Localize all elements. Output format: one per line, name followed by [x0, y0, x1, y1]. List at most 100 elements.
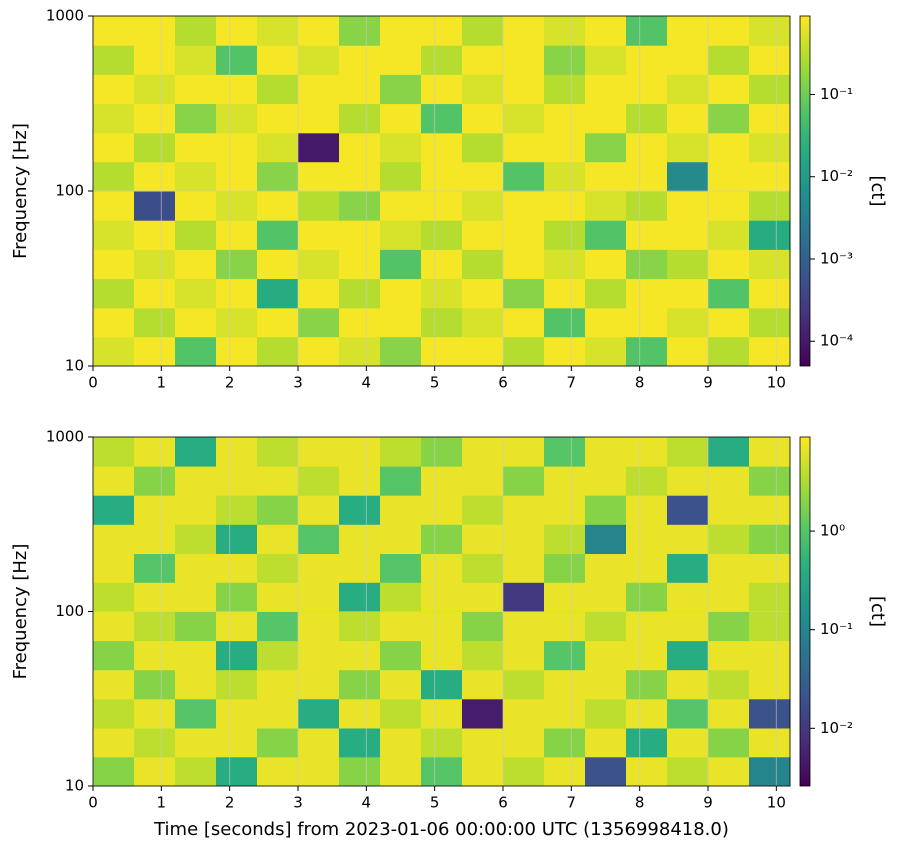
heatmap-cell [134, 161, 176, 192]
heatmap-cell [257, 307, 299, 338]
heatmap-cell [380, 16, 422, 46]
heatmap-cell [462, 756, 504, 787]
heatmap-cell [708, 553, 750, 583]
heatmap-cell [544, 45, 586, 75]
heatmap-cell [667, 161, 709, 192]
colorbar-tick-label: 10⁻¹ [820, 85, 853, 103]
x-tick-label: 8 [635, 794, 645, 812]
heatmap-cell [216, 437, 258, 467]
heatmap-cell [667, 466, 709, 496]
heatmap-cell [503, 524, 545, 554]
heatmap-cell [585, 191, 627, 221]
heatmap-cell [462, 669, 504, 700]
heatmap-cell [626, 669, 668, 700]
heatmap-cell [544, 611, 586, 642]
heatmap-cell [585, 640, 627, 671]
heatmap-cell [585, 553, 627, 583]
heatmap-cell [544, 669, 586, 700]
heatmap-cell [462, 553, 504, 583]
heatmap-cell [626, 249, 668, 280]
heatmap-cell [339, 466, 381, 496]
heatmap-cell [585, 698, 627, 729]
heatmap-cell [257, 640, 299, 671]
heatmap-cell [380, 553, 422, 583]
heatmap-cell [421, 698, 463, 729]
heatmap-cell [626, 553, 668, 583]
heatmap-cell [667, 437, 709, 467]
x-tick-label: 5 [430, 374, 440, 392]
heatmap-cell [216, 756, 258, 787]
heatmap-cell [667, 698, 709, 729]
heatmap-cell [216, 249, 258, 280]
heatmap-cell [421, 611, 463, 642]
heatmap-cell [708, 582, 750, 612]
heatmap-cell [93, 582, 135, 612]
heatmap-cell [134, 45, 176, 75]
colorbar-label: [ct] [867, 176, 888, 207]
y-tick-label: 10 [65, 357, 84, 375]
heatmap-cell [503, 45, 545, 75]
heatmap-cell [134, 669, 176, 700]
heatmap-cell [503, 278, 545, 309]
heatmap-cell [93, 495, 135, 525]
heatmap-cell [749, 74, 791, 105]
colorbar-tick-label: 10⁰ [820, 522, 845, 540]
heatmap-cell [175, 727, 217, 758]
heatmap-cell [298, 756, 340, 787]
heatmap-cell [503, 698, 545, 729]
heatmap-cell [175, 191, 217, 221]
heatmap-cell [708, 45, 750, 75]
heatmap-cell [257, 74, 299, 105]
heatmap-cell [585, 495, 627, 525]
x-tick-label: 1 [157, 374, 167, 392]
heatmap-cell [544, 437, 586, 467]
heatmap-cell [503, 466, 545, 496]
heatmap-cell [544, 307, 586, 338]
colorbar-tick-label: 10⁻⁴ [820, 332, 853, 350]
heatmap-cell [216, 16, 258, 46]
heatmap-cell [421, 16, 463, 46]
heatmap-cell [585, 278, 627, 309]
heatmap-cell [257, 336, 299, 367]
heatmap-cell [544, 249, 586, 280]
heatmap-cell [339, 132, 381, 163]
plot-frame [92, 15, 791, 367]
heatmap-cell [134, 249, 176, 280]
heatmap-cell [503, 756, 545, 787]
heatmap-cell [708, 669, 750, 700]
heatmap-cell [421, 278, 463, 309]
heatmap-cell [175, 437, 217, 467]
heatmap-cell [667, 524, 709, 554]
heatmap-cell [134, 336, 176, 367]
heatmap-cell [708, 727, 750, 758]
heatmap-cell [175, 220, 217, 250]
heatmap-cell [585, 756, 627, 787]
heatmap-cell [749, 756, 791, 787]
heatmap-cell [667, 220, 709, 250]
heatmap-cell [626, 103, 668, 134]
heatmap-cell [421, 727, 463, 758]
heatmap-cell [708, 132, 750, 163]
heatmap-cell [134, 640, 176, 671]
heatmap-cell [462, 45, 504, 75]
heatmap-cell [298, 466, 340, 496]
heatmap-cell [749, 249, 791, 280]
heatmap-cell [175, 495, 217, 525]
heatmap-cell [749, 161, 791, 192]
heatmap-cell [585, 582, 627, 612]
heatmap-cell [93, 524, 135, 554]
heatmap-cell [134, 191, 176, 221]
heatmap-cell [257, 249, 299, 280]
heatmap-cell [216, 307, 258, 338]
heatmap-cell [134, 220, 176, 250]
heatmap-cell [421, 582, 463, 612]
heatmap-cell [339, 495, 381, 525]
heatmap-cell [503, 220, 545, 250]
heatmap-cell [462, 524, 504, 554]
heatmap-cell [462, 698, 504, 729]
heatmap-cell [380, 336, 422, 367]
heatmap-cell [708, 437, 750, 467]
heatmap-cell [380, 103, 422, 134]
heatmap-cell [544, 16, 586, 46]
heatmap-cell [708, 756, 750, 787]
